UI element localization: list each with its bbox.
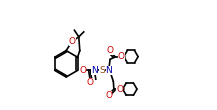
Text: O: O: [69, 37, 76, 46]
Text: O: O: [107, 46, 113, 55]
Text: S: S: [99, 66, 105, 75]
Text: N: N: [105, 66, 112, 75]
Text: O: O: [79, 66, 86, 75]
Text: O: O: [118, 52, 125, 61]
Text: N: N: [91, 66, 98, 75]
Text: O: O: [87, 78, 94, 87]
Text: O: O: [105, 91, 112, 100]
Text: O: O: [117, 85, 123, 94]
